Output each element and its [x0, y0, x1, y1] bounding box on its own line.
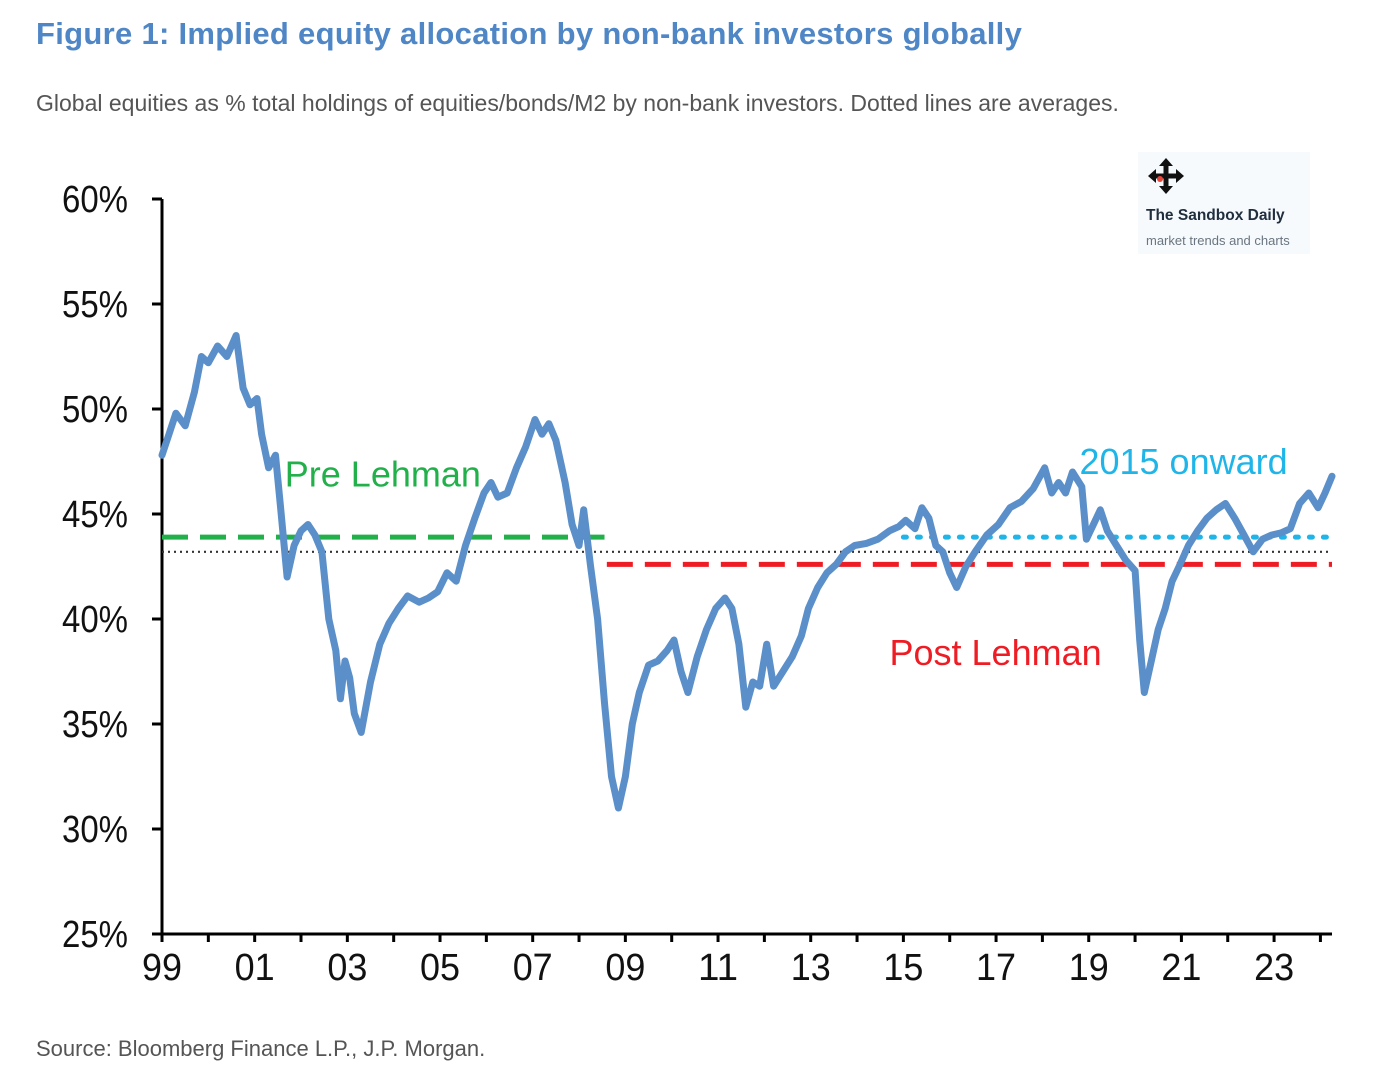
- annotation-label: 2015 onward: [1079, 441, 1287, 482]
- y-tick-label: 60%: [62, 179, 128, 221]
- move-arrows-icon: [1148, 158, 1184, 194]
- watermark-name: The Sandbox Daily: [1146, 207, 1285, 224]
- x-tick-label: 03: [327, 947, 367, 989]
- x-tick-label: 05: [420, 947, 460, 989]
- watermark-tagline: market trends and charts: [1146, 233, 1290, 248]
- x-tick-label: 07: [513, 947, 553, 989]
- x-tick-label: 17: [976, 947, 1016, 989]
- y-tick-label: 50%: [62, 389, 128, 431]
- x-tick-label: 11: [698, 947, 738, 989]
- y-tick-label: 35%: [62, 704, 128, 746]
- y-tick-label: 30%: [62, 809, 128, 851]
- chart-title: Figure 1: Implied equity allocation by n…: [36, 16, 1023, 51]
- annotation-label: Pre Lehman: [285, 454, 481, 495]
- x-tick-label: 01: [235, 947, 275, 989]
- x-tick-label: 19: [1069, 947, 1109, 989]
- equity-allocation-line: [158, 332, 1336, 812]
- annotation-label: Post Lehman: [889, 632, 1101, 673]
- y-tick-label: 25%: [62, 914, 128, 956]
- x-tick-label: 99: [142, 947, 182, 989]
- y-tick-label: 40%: [62, 599, 128, 641]
- y-tick-label: 55%: [62, 284, 128, 326]
- chart-subtitle: Global equities as % total holdings of e…: [36, 90, 1119, 116]
- x-tick-label: 13: [791, 947, 831, 989]
- y-tick-label: 45%: [62, 494, 128, 536]
- x-tick-label: 15: [883, 947, 923, 989]
- sandbox-daily-watermark: The Sandbox Daily market trends and char…: [1138, 152, 1310, 254]
- x-tick-label: 09: [605, 947, 645, 989]
- x-tick-label: 21: [1161, 947, 1201, 989]
- chart-source: Source: Bloomberg Finance L.P., J.P. Mor…: [36, 1036, 486, 1061]
- x-tick-label: 23: [1254, 947, 1294, 989]
